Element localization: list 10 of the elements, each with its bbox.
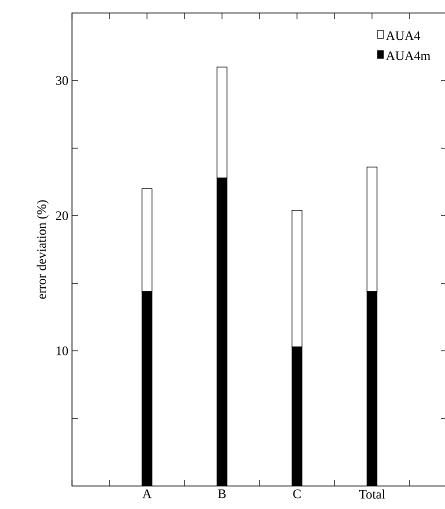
legend-label: AUA4 — [386, 31, 420, 40]
x-tick-label: C — [293, 490, 301, 498]
y-axis-title: error deviation (%) — [36, 200, 49, 299]
legend-label: AUA4m — [386, 51, 430, 60]
x-tick-label: Total — [358, 490, 386, 499]
y-tick-label: 10 — [56, 346, 68, 356]
y-tick-label: 30 — [56, 76, 68, 85]
x-tick-label: B — [218, 490, 226, 498]
y-tick-label: 20 — [56, 211, 68, 220]
x-tick-label: A — [142, 490, 152, 498]
